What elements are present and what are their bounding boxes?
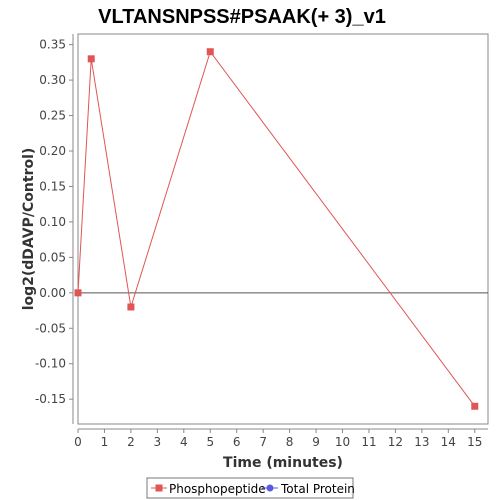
x-tick-label: 0 <box>74 435 82 449</box>
legend-label-phosphopeptide: Phosphopeptide <box>169 482 266 496</box>
x-axis-label: Time (minutes) <box>223 455 343 471</box>
y-tick-label: 0.10 <box>39 215 66 229</box>
y-axis-label: log2(dDAVP/Control) <box>21 148 37 311</box>
x-tick-label: 1 <box>101 435 109 449</box>
x-tick-label: 14 <box>441 435 456 449</box>
legend-box <box>146 477 354 499</box>
y-tick-label: 0.00 <box>39 286 66 300</box>
x-tick-label: 13 <box>414 435 429 449</box>
legend-marker-phosphopeptide <box>155 484 163 492</box>
x-tick-label: 5 <box>206 435 214 449</box>
x-tick-label: 2 <box>127 435 135 449</box>
y-tick-label: 0.15 <box>39 179 66 193</box>
y-tick-label: 0.25 <box>39 109 66 123</box>
y-tick-label: 0.35 <box>39 38 66 52</box>
x-tick-label: 8 <box>286 435 294 449</box>
x-tick-label: 9 <box>312 435 320 449</box>
y-tick-label: -0.05 <box>35 321 66 335</box>
series-layer <box>74 48 479 410</box>
data-point <box>127 303 135 311</box>
x-tick-label: 4 <box>180 435 188 449</box>
legend-marker-total-protein <box>266 484 274 492</box>
x-tick-label: 15 <box>467 435 482 449</box>
data-point <box>74 289 82 297</box>
legend: Phosphopeptide Total Protein <box>146 477 355 499</box>
plot-area <box>77 33 489 425</box>
x-tick-label: 3 <box>154 435 162 449</box>
data-point <box>471 402 479 410</box>
x-tick-label: 12 <box>388 435 403 449</box>
y-axis: -0.15 -0.10 -0.05 0.00 0.05 0.10 0.15 0.20 0.25 0… <box>35 34 74 424</box>
y-tick-label: 0.30 <box>39 73 66 87</box>
x-axis: 0 1 2 3 4 5 6 7 8 9 10 11 12 13 14 15 <box>74 428 488 449</box>
data-point <box>206 48 214 56</box>
data-point <box>87 55 95 63</box>
y-tick-label: -0.15 <box>35 392 66 406</box>
chart-title: VLTANSNPSS#PSAAK(+ 3)_v1 <box>98 6 386 28</box>
y-tick-label: -0.10 <box>35 357 66 371</box>
x-tick-label: 6 <box>233 435 241 449</box>
x-tick-label: 10 <box>335 435 350 449</box>
x-tick-label: 11 <box>361 435 376 449</box>
legend-label-total-protein: Total Protein <box>280 482 355 496</box>
x-tick-label: 7 <box>259 435 267 449</box>
y-tick-label: 0.20 <box>39 144 66 158</box>
y-tick-label: 0.05 <box>39 250 66 264</box>
